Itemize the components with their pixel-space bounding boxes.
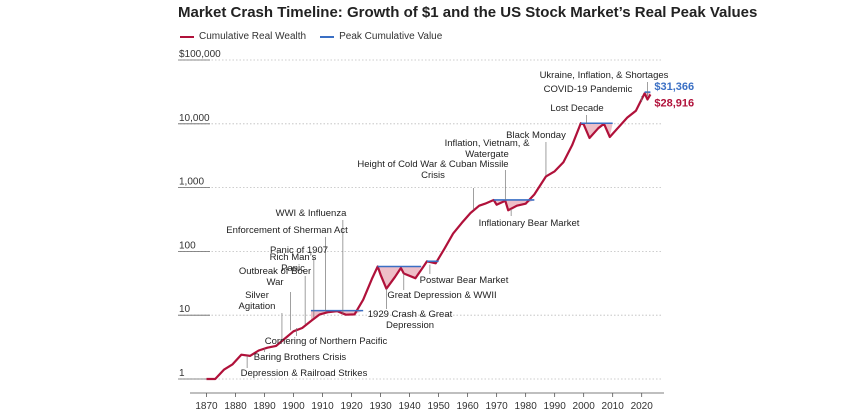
legend-item-peak: Peak Cumulative Value [320, 31, 442, 42]
annotation-label-line: Inflation, Vietnam, & [445, 138, 531, 149]
x-tick-label: 1920 [340, 401, 363, 412]
annotation-label-line: Watergate [465, 149, 508, 160]
annotation-label: Enforcement of Sherman Act [226, 225, 348, 236]
annotation: Height of Cold War & Cuban Missile Crisis [357, 159, 509, 210]
x-tick-label: 2010 [602, 401, 625, 412]
x-tick-label: 2020 [631, 401, 654, 412]
annotation-label: Depression & Railroad Strikes [241, 368, 368, 379]
annotation-label-line: Height of Cold War & Cuban Missile [357, 159, 508, 170]
annotation-label-line: Rich Man’s [270, 252, 317, 263]
annotation-label: Cornering of Northern Pacific [265, 336, 388, 347]
annotation: Postwar Bear Market [420, 264, 509, 286]
x-tick-label: 1910 [311, 401, 334, 412]
wealth-line [206, 92, 652, 381]
legend-swatch-peak [320, 35, 335, 38]
annotation-label: 1929 Crash & Great Depression [368, 309, 453, 331]
annotation-label-line: Outbreak of Boer [239, 266, 311, 277]
x-tick-label: 1880 [224, 401, 247, 412]
annotation-label: Inflation, Vietnam, & Watergate [445, 138, 531, 160]
annotation: Great Depression & WWII [387, 273, 497, 301]
annotation: Inflationary Bear Market [479, 209, 580, 229]
annotation-label: Inflationary Bear Market [479, 218, 580, 229]
annotation: Ukraine, Inflation, & Shortages [540, 70, 669, 97]
annotation: COVID-19 Pandemic [544, 84, 643, 102]
drawdown-fill [493, 200, 535, 211]
annotation-label: WWI & Influenza [276, 208, 347, 219]
annotation-label: Panic of 1907 [270, 245, 328, 256]
annotation: 1929 Crash & Great Depression [368, 288, 453, 331]
annotation: Panic of 1907 [270, 245, 328, 318]
x-tick-label: 1940 [398, 401, 421, 412]
annotation: Rich Man’s Panic [270, 252, 317, 325]
x-tick-label: 1890 [253, 401, 276, 412]
x-tick-label: 1990 [544, 401, 567, 412]
x-tick-label: 1960 [456, 401, 479, 412]
annotation: Silver Agitation [239, 290, 283, 341]
annotation-label: Black Monday [506, 130, 566, 141]
y-tick-label: 10,000 [179, 113, 210, 124]
y-tick-label: 1,000 [179, 177, 204, 188]
annotation-label-line: War [266, 277, 283, 288]
annotation-label-line: Silver [245, 290, 269, 301]
annotation: Enforcement of Sherman Act [226, 225, 348, 312]
annotation: Depression & Railroad Strikes [241, 355, 368, 379]
y-tick-label: $100,000 [179, 49, 221, 60]
x-tick-label: 1870 [195, 401, 218, 412]
x-tick-label: 1950 [427, 401, 450, 412]
annotation-label: Lost Decade [550, 103, 603, 114]
x-tick-label: 1970 [486, 401, 509, 412]
annotation-label-line: 1929 Crash & Great [368, 309, 453, 320]
x-tick-label: 2000 [573, 401, 596, 412]
y-tick-label: 100 [179, 240, 196, 251]
annotation-label-line: Agitation [239, 301, 276, 312]
annotation-label: Ukraine, Inflation, & Shortages [540, 70, 669, 81]
annotation-label: Rich Man’s Panic [270, 252, 317, 274]
annotation-label-line: Panic [281, 263, 305, 274]
annotation: Black Monday [506, 130, 566, 176]
annotation-label: Height of Cold War & Cuban Missile Crisis [357, 159, 508, 181]
annotation-label-line: Depression [386, 320, 434, 331]
annotation-label: Baring Brothers Crisis [254, 352, 347, 363]
annotation: Inflation, Vietnam, & Watergate [445, 138, 531, 200]
annotation-label: Postwar Bear Market [420, 275, 509, 286]
chart-title: Market Crash Timeline: Growth of $1 and … [178, 4, 758, 21]
annotation-label: COVID-19 Pandemic [544, 84, 633, 95]
legend-swatch-wealth [180, 35, 194, 38]
annotation: Outbreak of Boer War [239, 266, 311, 331]
annotation-label: Great Depression & WWII [387, 290, 496, 301]
annotation-label-line: Crisis [421, 170, 445, 181]
y-tick-label: 10 [179, 304, 191, 315]
annotation: WWI & Influenza [276, 208, 347, 314]
legend-item-wealth: Cumulative Real Wealth [180, 31, 306, 42]
annotation: Lost Decade [550, 103, 604, 124]
drawdown-fill [377, 266, 422, 289]
y-tick-label: 1 [179, 368, 185, 379]
legend: Cumulative Real Wealth Peak Cumulative V… [180, 31, 442, 42]
annotation-label: Silver Agitation [239, 290, 276, 312]
end-label-peak: $31,366 [654, 81, 694, 93]
x-tick-label: 1980 [515, 401, 538, 412]
end-label-wealth: $28,916 [654, 97, 694, 109]
annotation: Baring Brothers Crisis [254, 348, 347, 363]
legend-label-peak: Peak Cumulative Value [339, 31, 443, 42]
x-tick-label: 1930 [369, 401, 392, 412]
annotation-label: Outbreak of Boer War [239, 266, 311, 288]
legend-label-wealth: Cumulative Real Wealth [199, 31, 307, 42]
x-tick-label: 1900 [282, 401, 305, 412]
annotation: Cornering of Northern Pacific [265, 328, 388, 347]
